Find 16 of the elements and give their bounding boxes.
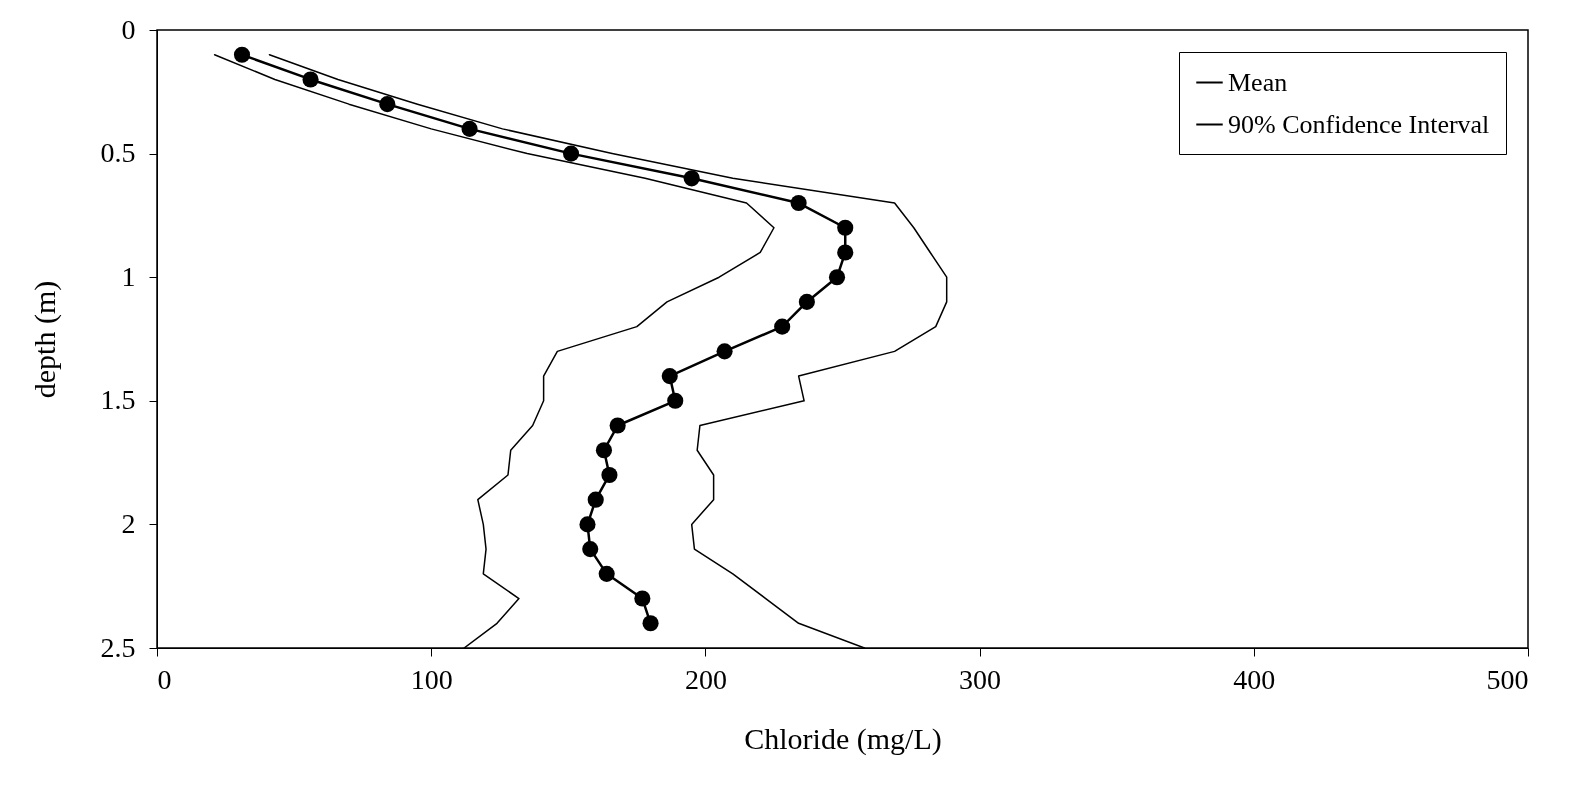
x-tick-label: 0: [157, 663, 172, 695]
legend-label: 90% Confidence Interval: [1228, 109, 1490, 139]
x-tick-label: 400: [1233, 663, 1276, 695]
y-tick-label: 1.5: [100, 384, 136, 416]
x-tick-label: 500: [1486, 663, 1529, 695]
y-tick-label: 0: [121, 13, 136, 45]
x-tick-label: 200: [684, 663, 727, 695]
y-axis-title: depth (m): [27, 280, 62, 399]
y-tick-label: 2.5: [100, 631, 136, 663]
x-tick-label: 300: [959, 663, 1002, 695]
x-tick-label: 100: [410, 663, 453, 695]
legend-label: Mean: [1228, 67, 1288, 97]
y-tick-label: 1: [121, 260, 136, 292]
y-tick-label: 2: [121, 507, 136, 539]
y-tick-label: 0.5: [100, 137, 136, 169]
x-axis-title: Chloride (mg/L): [744, 721, 942, 756]
